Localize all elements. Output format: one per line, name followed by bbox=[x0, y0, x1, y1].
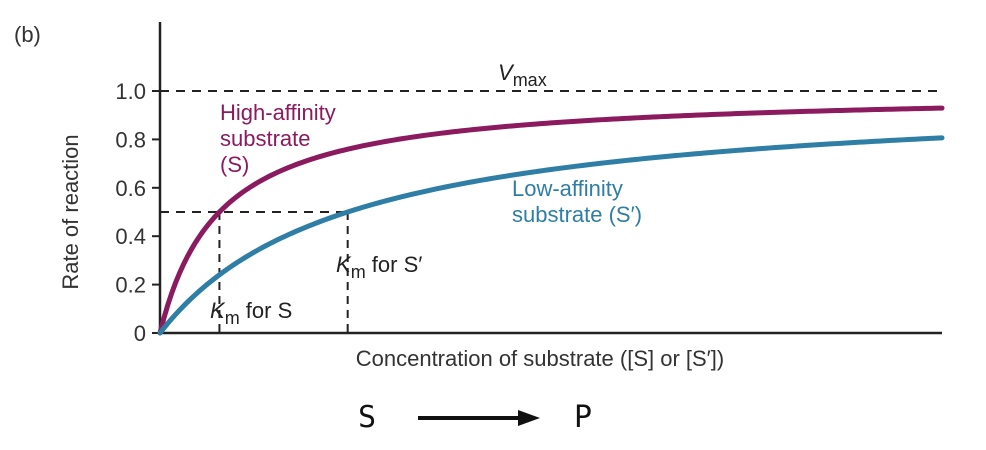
y-tick-label: 0.6 bbox=[115, 176, 146, 201]
high-affinity-curve bbox=[157, 105, 945, 336]
vmax-label: Vmax bbox=[498, 60, 547, 90]
reaction-substrate: S bbox=[358, 400, 376, 435]
high-affinity-label: High-affinity bbox=[220, 100, 336, 125]
y-tick-label: 0 bbox=[134, 321, 146, 346]
high-affinity-label: (S) bbox=[220, 152, 249, 177]
km-label: Km for S bbox=[210, 298, 292, 328]
reaction-product: P bbox=[574, 400, 592, 435]
low-affinity-curve bbox=[157, 135, 945, 336]
panel-label: (b) bbox=[14, 22, 41, 47]
low-affinity-label: substrate (S′) bbox=[512, 202, 642, 227]
y-axis-label: Rate of reaction bbox=[58, 134, 83, 289]
axes: 0 0.2 0.4 0.6 0.8 1.0 bbox=[115, 22, 942, 346]
curves bbox=[157, 105, 945, 336]
guide-lines: Vmax Km for S Km for S′ bbox=[160, 60, 942, 333]
y-tick-label: 0.2 bbox=[115, 273, 146, 298]
x-axis-label: Concentration of substrate ([S] or [S′]) bbox=[356, 346, 725, 371]
km-label: Km for S′ bbox=[336, 252, 422, 282]
y-tick-label: 1.0 bbox=[115, 79, 146, 104]
high-affinity-label: substrate bbox=[220, 126, 311, 151]
right-arrow-icon bbox=[418, 410, 540, 426]
y-tick-label: 0.4 bbox=[115, 224, 146, 249]
low-affinity-label: Low-affinity bbox=[512, 176, 623, 201]
y-tick-label: 0.8 bbox=[115, 127, 146, 152]
